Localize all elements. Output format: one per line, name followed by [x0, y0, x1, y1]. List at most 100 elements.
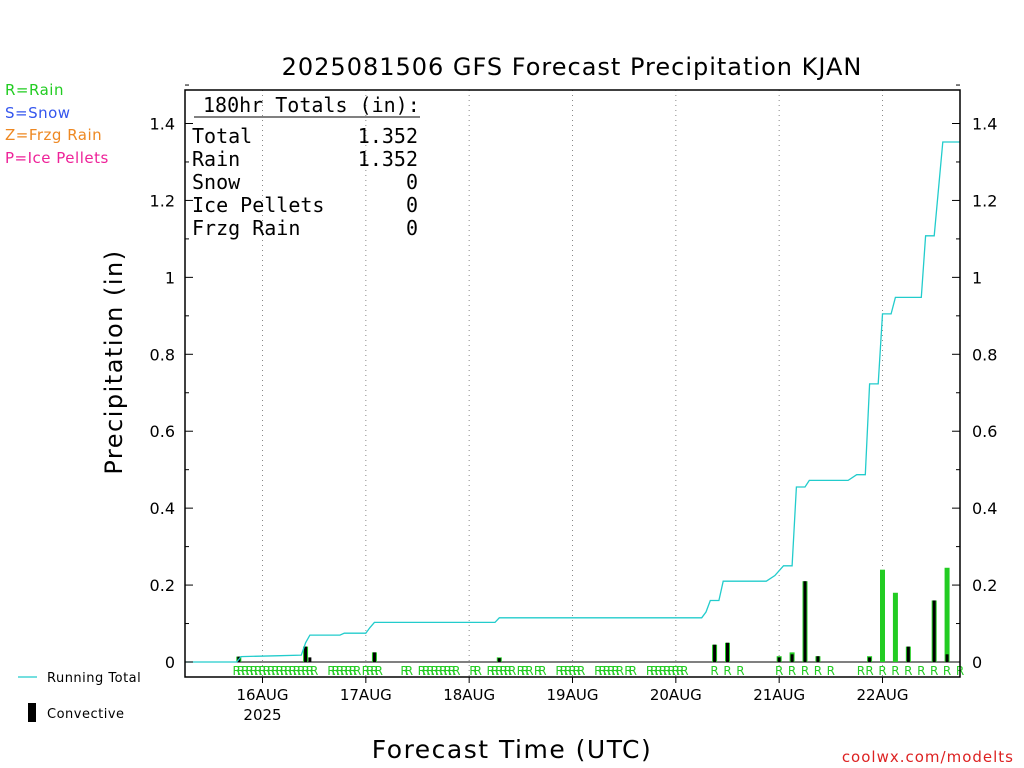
y-tick-label-left: 0	[165, 653, 175, 672]
precip-type-mark: R	[564, 664, 572, 678]
totals-label-rain: Rain	[192, 147, 240, 171]
y-tick-label-right: 0.4	[972, 499, 997, 518]
precip-type-mark: R	[517, 664, 525, 678]
convective-bar	[790, 654, 794, 662]
precip-type-mark: R	[878, 664, 886, 678]
precip-type-mark: R	[624, 664, 632, 678]
precip-type-mark: R	[663, 664, 671, 678]
precip-type-mark: R	[301, 664, 309, 678]
precip-type-mark: R	[297, 664, 305, 678]
convective-bar	[932, 600, 936, 662]
y-tick-label-left: 0.8	[150, 345, 175, 364]
precip-type-mark: R	[340, 664, 348, 678]
precip-type-mark: R	[560, 664, 568, 678]
precip-type-mark: R	[594, 664, 602, 678]
totals-value-freezing-rain: 0	[406, 216, 418, 240]
precip-type-mark: R	[487, 664, 495, 678]
x-tick-label: 21AUG	[753, 686, 805, 704]
x-axis-ticks: 16AUG 2025 17AUG 18AUG 19AUG 20AUG 21AUG 22AUG	[237, 677, 908, 724]
precip-type-mark: R	[577, 664, 585, 678]
precip-type-mark: R	[237, 664, 245, 678]
y-tick-label-left: 0.6	[150, 422, 175, 441]
precip-type-mark: R	[232, 664, 240, 678]
precip-type-mark: R	[827, 664, 835, 678]
precip-type-mark: R	[375, 664, 383, 678]
precip-type-mark: R	[736, 664, 744, 678]
precip-type-mark: R	[400, 664, 408, 678]
precip-type-mark: R	[250, 664, 258, 678]
convective-bars	[237, 581, 949, 662]
precip-type-mark: R	[344, 664, 352, 678]
precip-type-mark: R	[788, 664, 796, 678]
precip-type-mark: R	[611, 664, 619, 678]
precip-type-mark: R	[499, 664, 507, 678]
totals-box: 180hr Totals (in): Total 1.352 Rain 1.35…	[192, 93, 420, 240]
x-tick-label: 17AUG	[340, 686, 392, 704]
precip-type-mark: R	[293, 664, 301, 678]
y-tick-label-left: 0.4	[150, 499, 175, 518]
precip-type-mark: R	[271, 664, 279, 678]
y-tick-label-right: 1	[972, 268, 982, 287]
precip-type-mark: R	[680, 664, 688, 678]
rain-bar	[944, 567, 950, 662]
precip-type-mark: R	[710, 664, 718, 678]
precip-type-mark: R	[930, 664, 938, 678]
totals-value-ice-pellets: 0	[406, 193, 418, 217]
precip-type-mark: R	[452, 664, 460, 678]
precip-type-mark: R	[814, 664, 822, 678]
precip-type-mark: R	[327, 664, 335, 678]
precip-type-mark: R	[555, 664, 563, 678]
y-tick-label-right: 1.2	[972, 191, 997, 210]
y-tick-label-right: 0.6	[972, 422, 997, 441]
convective-bar	[816, 656, 820, 662]
y-tick-label-left: 1.4	[150, 115, 175, 134]
precip-type-mark: R	[775, 664, 783, 678]
convective-bar	[868, 657, 872, 662]
precip-type-mark: R	[267, 664, 275, 678]
y-tick-label-right: 0.2	[972, 576, 997, 595]
y-tick-label-left: 0.2	[150, 576, 175, 595]
day-gridlines	[185, 90, 960, 677]
convective-bar	[304, 646, 308, 662]
rain-bar	[892, 592, 898, 662]
convective-bar	[372, 652, 376, 662]
rain-bar	[880, 569, 885, 662]
precip-type-mark: R	[310, 664, 318, 678]
precip-type-mark: R	[646, 664, 654, 678]
precip-type-mark: R	[418, 664, 426, 678]
totals-label-snow: Snow	[192, 170, 241, 194]
convective-swatch	[28, 703, 36, 722]
precip-type-mark: R	[525, 664, 533, 678]
precip-type-mark: R	[801, 664, 809, 678]
legend-rain: R=Rain	[5, 81, 64, 99]
precip-type-mark: R	[469, 664, 477, 678]
precip-type-mark: R	[258, 664, 266, 678]
precip-type-mark: R	[943, 664, 951, 678]
totals-label-ice-pellets: Ice Pellets	[192, 193, 324, 217]
precip-type-mark: R	[568, 664, 576, 678]
precip-type-mark: R	[598, 664, 606, 678]
precip-type-mark: R	[607, 664, 615, 678]
precip-type-mark: R	[917, 664, 925, 678]
credit-link[interactable]: coolwx.com/modelts	[842, 748, 1014, 766]
precip-type-mark: R	[435, 664, 443, 678]
y-tick-label-right: 0	[972, 653, 982, 672]
y-axis-ticks: 0 00.2 0.20.4 0.40.6 0.60.8 0.81 11.2 1.21.4 1.4	[150, 84, 997, 672]
y-tick-label-right: 1.4	[972, 115, 997, 134]
running-total-legend-label: Running Total	[47, 671, 141, 686]
convective-bar	[906, 646, 910, 662]
precip-type-mark: R	[332, 664, 340, 678]
precip-type-mark: R	[306, 664, 314, 678]
legend-freezing-rain: Z=Frzg Rain	[5, 126, 103, 144]
precip-type-mark: R	[349, 664, 357, 678]
precip-type-mark: R	[245, 664, 253, 678]
precip-type-mark: R	[353, 664, 361, 678]
precip-type-mark: R	[288, 664, 296, 678]
precip-type-mark: R	[426, 664, 434, 678]
precip-type-mark: R	[263, 664, 271, 678]
convective-legend-label: Convective	[47, 707, 125, 722]
precip-type-mark: R	[474, 664, 482, 678]
precip-type-mark: R	[439, 664, 447, 678]
totals-value-rain: 1.352	[358, 147, 418, 171]
precip-type-mark: R	[629, 664, 637, 678]
